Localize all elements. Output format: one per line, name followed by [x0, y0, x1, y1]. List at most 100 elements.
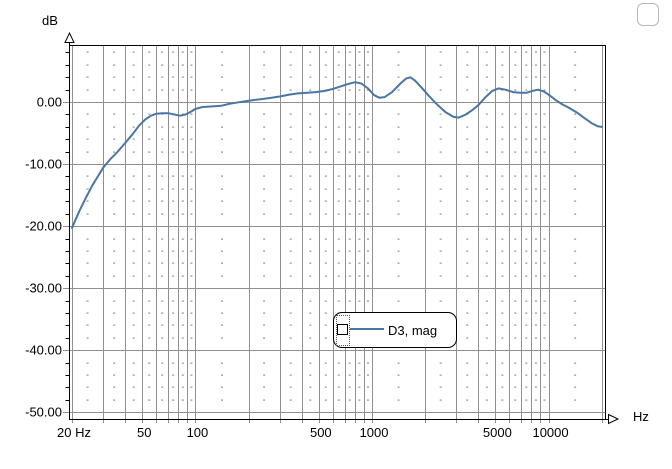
legend-marker-square[interactable]	[337, 324, 348, 335]
minor-grid-dot	[525, 126, 528, 128]
minor-grid-dot	[337, 374, 340, 376]
minor-grid-dot	[514, 386, 517, 388]
minor-grid-dot	[132, 138, 135, 140]
minor-grid-dot	[525, 250, 528, 252]
minor-grid-dot	[501, 250, 504, 252]
minor-grid-dot	[514, 138, 517, 140]
minor-grid-dot	[337, 188, 340, 190]
minor-grid-dot	[397, 200, 400, 202]
top-right-button[interactable]	[637, 3, 659, 26]
minor-grid-dot	[485, 89, 488, 91]
minor-grid-dot	[348, 262, 351, 264]
minor-grid-dot	[337, 113, 340, 115]
minor-grid-dot	[485, 138, 488, 140]
minor-grid-dot	[501, 275, 504, 277]
y-axis-arrow-icon	[64, 31, 75, 43]
minor-grid-dot	[358, 275, 361, 277]
minor-grid-dot	[543, 126, 546, 128]
minor-grid-dot	[348, 188, 351, 190]
minor-grid-dot	[86, 200, 89, 202]
minor-grid-dot	[525, 138, 528, 140]
minor-grid-dot	[220, 312, 223, 314]
minor-grid-dot	[309, 126, 312, 128]
minor-grid-dot	[161, 175, 164, 177]
minor-grid-dot	[574, 175, 577, 177]
minor-grid-dot	[190, 213, 193, 215]
minor-grid-dot	[485, 76, 488, 78]
minor-grid-dot	[220, 188, 223, 190]
minor-grid-dot	[324, 113, 327, 115]
minor-grid-dot	[501, 262, 504, 264]
minor-grid-dot	[289, 262, 292, 264]
minor-grid-dot	[172, 262, 175, 264]
minor-grid-dot	[289, 312, 292, 314]
minor-grid-dot	[263, 213, 266, 215]
minor-grid-dot	[534, 250, 537, 252]
minor-grid-dot	[220, 324, 223, 326]
minor-grid-dot	[348, 399, 351, 401]
minor-grid-dot	[366, 386, 369, 388]
minor-grid-dot	[466, 200, 469, 202]
minor-grid-dot	[113, 64, 116, 66]
minor-grid-dot	[397, 386, 400, 388]
minor-grid-dot	[337, 175, 340, 177]
minor-grid-dot	[148, 337, 151, 339]
minor-grid-dot	[113, 337, 116, 339]
x-tick-label: 50	[137, 425, 151, 440]
minor-grid-dot	[485, 64, 488, 66]
minor-grid-dot	[161, 399, 164, 401]
minor-grid-dot	[148, 262, 151, 264]
minor-grid-dot	[466, 89, 469, 91]
minor-grid-dot	[263, 200, 266, 202]
minor-grid-dot	[397, 126, 400, 128]
minor-grid-dot	[132, 51, 135, 53]
minor-grid-dot	[466, 399, 469, 401]
minor-grid-dot	[172, 151, 175, 153]
minor-grid-dot	[466, 262, 469, 264]
legend-line	[350, 328, 384, 330]
minor-grid-dot	[324, 64, 327, 66]
minor-grid-dot	[574, 262, 577, 264]
minor-grid-dot	[132, 213, 135, 215]
minor-grid-dot	[148, 238, 151, 240]
minor-grid-dot	[574, 337, 577, 339]
minor-grid-dot	[501, 51, 504, 53]
minor-grid-dot	[161, 337, 164, 339]
minor-grid-dot	[220, 138, 223, 140]
minor-grid-dot	[289, 250, 292, 252]
minor-grid-dot	[439, 64, 442, 66]
minor-grid-dot	[514, 300, 517, 302]
x-tick-label: 500	[310, 425, 332, 440]
minor-grid-dot	[574, 64, 577, 66]
minor-grid-dot	[263, 300, 266, 302]
minor-grid-dot	[574, 312, 577, 314]
minor-grid-dot	[113, 138, 116, 140]
minor-grid-dot	[263, 64, 266, 66]
minor-grid-dot	[485, 262, 488, 264]
minor-grid-dot	[485, 362, 488, 364]
minor-grid-dot	[263, 89, 266, 91]
minor-grid-dot	[289, 362, 292, 364]
minor-grid-dot	[220, 113, 223, 115]
minor-grid-dot	[324, 51, 327, 53]
minor-grid-dot	[525, 188, 528, 190]
minor-grid-dot	[86, 312, 89, 314]
minor-grid-dot	[148, 151, 151, 153]
minor-grid-dot	[358, 300, 361, 302]
legend[interactable]: D3, mag	[333, 312, 457, 348]
minor-grid-dot	[466, 275, 469, 277]
minor-grid-dot	[181, 399, 184, 401]
minor-grid-dot	[324, 200, 327, 202]
minor-grid-dot	[358, 213, 361, 215]
minor-grid-dot	[534, 337, 537, 339]
minor-grid-dot	[485, 324, 488, 326]
minor-grid-dot	[113, 238, 116, 240]
minor-grid-dot	[514, 151, 517, 153]
minor-grid-dot	[148, 362, 151, 364]
minor-grid-dot	[190, 250, 193, 252]
minor-grid-dot	[148, 188, 151, 190]
minor-grid-dot	[132, 374, 135, 376]
minor-grid-dot	[148, 200, 151, 202]
minor-grid-dot	[181, 213, 184, 215]
